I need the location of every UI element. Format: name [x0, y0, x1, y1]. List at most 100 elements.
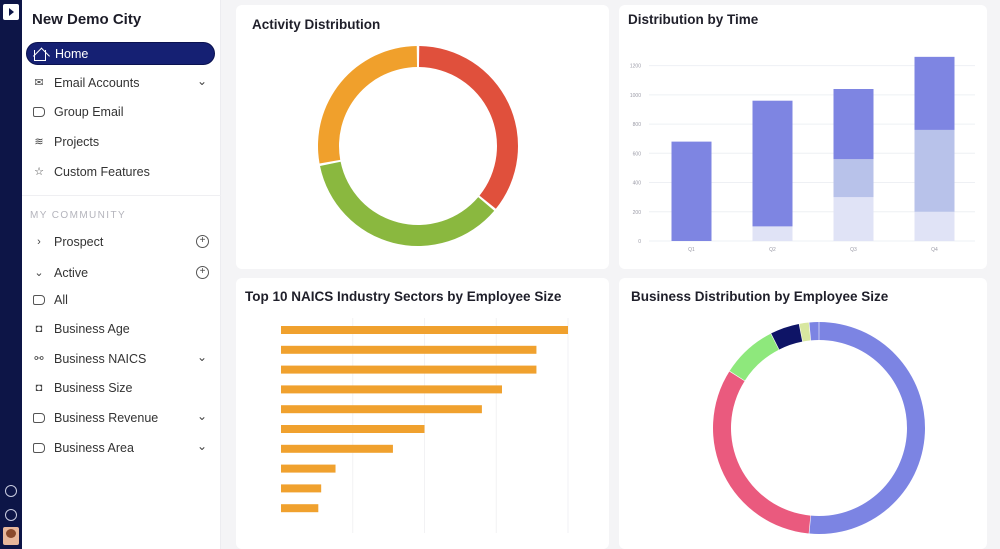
y-tick-label: 0 [638, 239, 641, 245]
card-distribution-by-time: Distribution by Time 0 200 400 600 800 1000 12… [619, 5, 987, 269]
nav-item-label: All [54, 292, 68, 307]
chevron-down-icon[interactable]: ⌄ [196, 409, 207, 423]
mail-icon: ✉ [34, 77, 44, 89]
donut-slice-4 [799, 322, 811, 342]
naics-bar [281, 464, 336, 473]
nav-item-label: Business Area [54, 440, 134, 455]
chevron-down-icon[interactable]: ⌄ [196, 350, 207, 364]
donut-slice-1 [713, 371, 811, 534]
user-avatar[interactable] [3, 527, 19, 545]
app-logo-icon[interactable] [3, 4, 19, 20]
nav-item-label: Active [54, 265, 89, 280]
x-tick-label: Q1 [688, 247, 695, 253]
add-circle-icon[interactable]: + [196, 235, 209, 248]
chevron-down-icon[interactable]: ⌄ [196, 439, 207, 453]
nav-item-projects[interactable]: ≋ Projects [26, 130, 215, 153]
bar-segment [914, 129, 955, 212]
naics-bar [281, 345, 537, 354]
nav-item-business-age[interactable]: ◘ Business Age [26, 317, 215, 340]
nav-item-business-area[interactable]: Business Area ⌄ [26, 436, 215, 459]
bar-segment [833, 197, 874, 241]
nav-item-label: Group Email [54, 104, 124, 119]
card-title: Distribution by Time [628, 12, 759, 27]
activity-donut-chart [318, 46, 518, 246]
bar-segment [752, 100, 793, 227]
bar-segment [914, 56, 955, 130]
nav-item-label: Home [55, 46, 89, 61]
card-title: Top 10 NAICS Industry Sectors by Employe… [245, 289, 562, 304]
x-tick-label: Q4 [931, 247, 938, 253]
chevron-down-icon[interactable]: ⌄ [34, 267, 44, 279]
bar-segment [833, 89, 874, 160]
layers-icon: ≋ [34, 136, 44, 148]
y-tick-label: 800 [633, 122, 642, 128]
add-circle-icon[interactable]: + [196, 266, 209, 279]
naics-bar [281, 405, 482, 414]
naics-bar [281, 385, 502, 394]
card-title: Business Distribution by Employee Size [631, 289, 889, 304]
nav-item-label: Business Age [54, 321, 130, 336]
nav-item-label: Email Accounts [54, 75, 140, 90]
sparkle-star-icon: ☆ [34, 166, 44, 178]
donut-slice-3 [771, 323, 803, 350]
bar-segment [752, 226, 793, 241]
nav-item-prospect[interactable]: › Prospect + [26, 230, 215, 253]
home-icon [33, 47, 47, 61]
network-icon: ⚯ [34, 353, 44, 365]
settings-icon[interactable] [5, 509, 17, 521]
bag-icon: ◘ [35, 381, 43, 394]
nav-item-custom-features[interactable]: ☆ Custom Features [26, 160, 215, 183]
tag-icon [32, 293, 46, 307]
donut-slice-1 [320, 161, 495, 246]
sidebar-divider [22, 195, 221, 196]
naics-bar [281, 425, 425, 433]
nav-item-group-email[interactable]: Group Email [26, 100, 215, 123]
nav-item-business-naics[interactable]: ⚯ Business NAICS ⌄ [26, 347, 215, 370]
y-tick-label: 600 [633, 151, 642, 157]
nav-item-home[interactable]: Home [26, 42, 215, 65]
nav-item-active[interactable]: ⌄ Active + [26, 261, 215, 284]
bar-segment [671, 141, 712, 241]
tag-icon [32, 441, 46, 455]
naics-bar [281, 444, 393, 453]
bar-segment [833, 159, 874, 198]
megaphone-icon [32, 105, 46, 119]
nav-item-label: Business NAICS [54, 351, 147, 366]
bag-icon: ◘ [35, 322, 43, 335]
donut-slice-0 [809, 322, 925, 534]
org-name: New Demo City [32, 11, 142, 28]
donut-slice-2 [318, 46, 418, 164]
naics-horizontal-bar-chart [281, 318, 569, 533]
app-rail [0, 0, 22, 549]
y-tick-label: 1000 [630, 93, 641, 99]
naics-bar [281, 326, 568, 334]
nav-item-label: Business Size [54, 380, 133, 395]
card-activity-distribution: Activity Distribution [236, 5, 609, 269]
sidebar: New Demo City Home ✉ Email Accounts ⌄ Gr… [22, 0, 221, 549]
nav-item-business-revenue[interactable]: Business Revenue ⌄ [26, 406, 215, 429]
tag-icon [32, 411, 46, 425]
help-icon[interactable] [5, 485, 17, 497]
nav-item-label: Custom Features [54, 164, 150, 179]
employee-size-donut-chart [713, 322, 925, 534]
card-title: Activity Distribution [252, 17, 381, 32]
nav-item-business-size[interactable]: ◘ Business Size [26, 376, 215, 399]
donut-slice-0 [418, 46, 518, 209]
time-stacked-bar-chart: 0 200 400 600 800 1000 1200 Q1 Q2 Q3 Q4 [630, 56, 975, 253]
nav-item-label: Business Revenue [54, 410, 159, 425]
naics-bar [281, 365, 537, 374]
nav-item-all[interactable]: All [26, 288, 215, 311]
nav-item-label: Projects [54, 134, 100, 149]
donut-slice-2 [729, 333, 779, 381]
chevron-down-icon[interactable]: ⌄ [196, 74, 207, 88]
y-tick-label: 400 [633, 181, 642, 187]
naics-bar [281, 504, 319, 513]
section-label-my-community: MY COMMUNITY [30, 210, 127, 221]
chevron-right-icon[interactable]: › [37, 235, 41, 248]
card-business-distribution: Business Distribution by Employee Size [619, 278, 987, 549]
x-tick-label: Q3 [850, 247, 857, 253]
y-tick-label: 200 [633, 210, 642, 216]
nav-item-email-accounts[interactable]: ✉ Email Accounts ⌄ [26, 71, 215, 94]
donut-slice-5 [809, 322, 819, 341]
x-tick-label: Q2 [769, 247, 776, 253]
